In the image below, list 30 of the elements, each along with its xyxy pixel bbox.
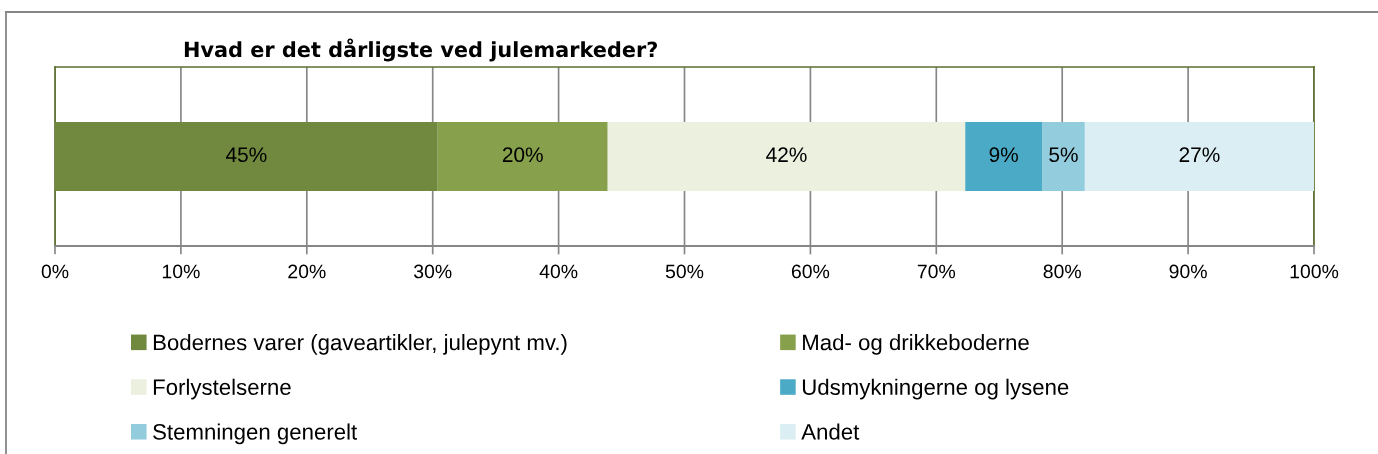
bar: [607, 122, 966, 191]
x-tick-label: 50%: [665, 264, 704, 279]
legend-label: Udsmykningerne og lysene: [802, 378, 1069, 400]
bar: [55, 122, 438, 191]
legend-label: Stemningen generelt: [153, 423, 358, 445]
x-tick-label: 90%: [1169, 264, 1207, 279]
x-tick-label: 20%: [288, 264, 326, 279]
legend-label: Mad- og drikkeboderne: [803, 334, 1029, 355]
x-tick-label: 30%: [413, 264, 452, 279]
annotation: 9%: [989, 147, 1018, 163]
annotation: 20%: [502, 147, 543, 163]
annotation: 42%: [766, 147, 807, 163]
chart-title: Hvad er det dårligste ved julemarkeder?: [184, 38, 657, 62]
legend-label: Andet: [801, 423, 860, 440]
legend-label: Forlystelserne: [153, 378, 291, 400]
x-tick-label: 40%: [539, 264, 578, 279]
legend-label: Bodernes varer (gaveartikler, julepynt mv.): [153, 334, 567, 355]
annotation: 5%: [1049, 147, 1078, 163]
annotation: 27%: [1179, 147, 1220, 163]
bar: [1084, 122, 1314, 191]
annotation: 45%: [226, 147, 267, 163]
x-tick-label: 80%: [1043, 264, 1081, 279]
bar: [965, 122, 1043, 191]
x-tick-label: 60%: [791, 264, 830, 279]
x-tick-label: 10%: [162, 264, 200, 279]
x-tick-label: 0%: [41, 264, 69, 279]
bar: [1042, 122, 1085, 191]
bar: [437, 122, 608, 191]
x-tick-label: 100%: [1290, 264, 1339, 279]
x-tick-label: 70%: [917, 264, 956, 279]
